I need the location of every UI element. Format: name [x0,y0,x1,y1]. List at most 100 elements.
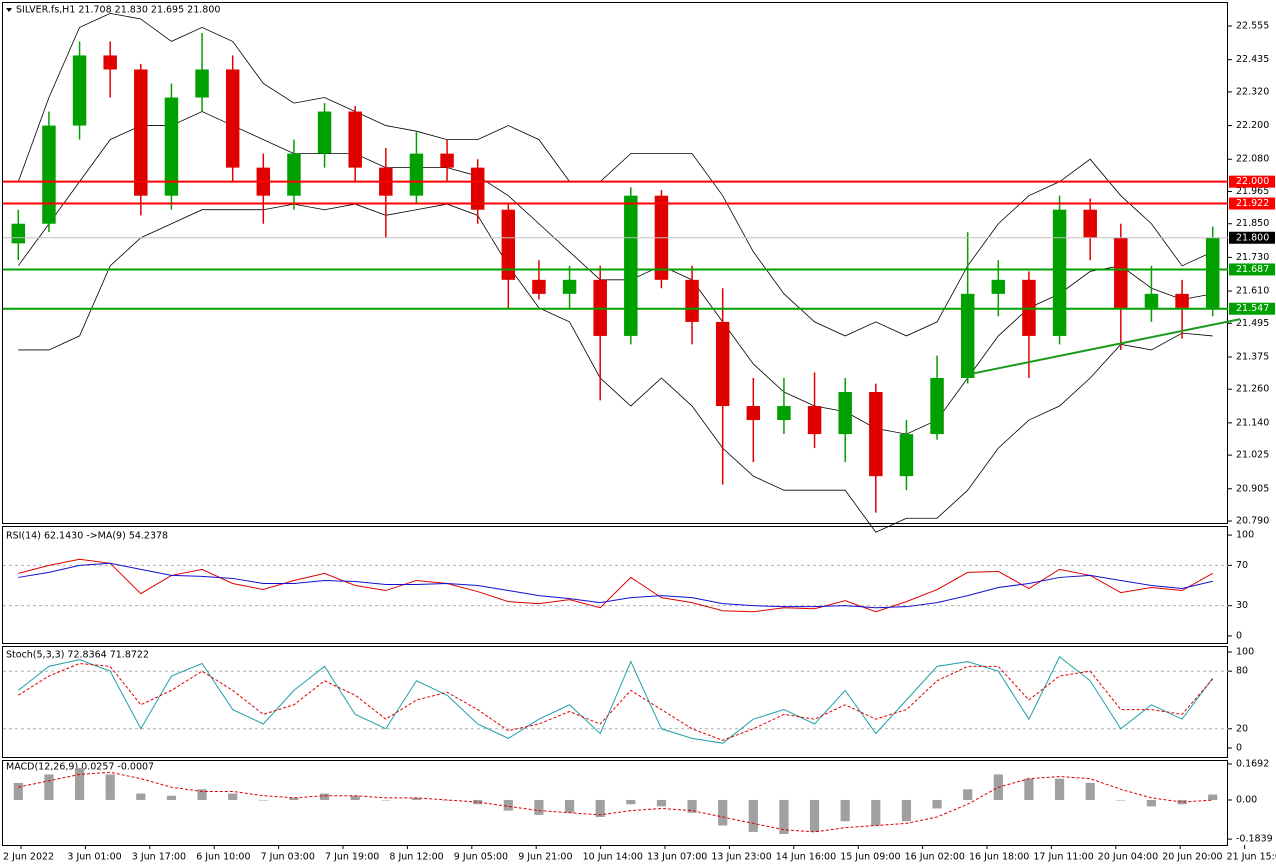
y-tick-label: 20 [1236,723,1248,734]
level-box [1229,175,1275,188]
stoch-panel [2,646,1228,758]
histogram-bar [564,799,575,813]
candle-body [1114,237,1128,308]
level-box [1229,263,1275,276]
candle-body [991,279,1006,294]
x-tick-label: 16 Jun 02:00 [905,852,965,863]
symbol-header: SILVER.fs,H1 21.708 21.830 21.695 21.800 [16,5,220,16]
trendline [964,318,1241,377]
histogram-bar [1208,794,1218,800]
x-tick-label: 8 Jun 12:00 [389,852,443,863]
histogram-bar [656,799,667,807]
level-label: 21.687 [1236,264,1269,275]
histogram-bar [1146,799,1157,807]
histogram-bar [197,789,207,800]
x-tick-label: 9 Jun 21:00 [518,852,572,863]
histogram-bar [626,799,636,805]
x-tick-label: 3 Jun 01:00 [67,852,121,863]
histogram-bar [350,795,360,800]
histogram-bar [748,799,758,832]
y-tick-label: 0.1692 [1236,758,1269,769]
histogram-bar [1177,799,1187,805]
y-tick-label: 0.00 [1236,794,1257,805]
candle-body [899,434,914,477]
x-tick-label: 3 Jun 17:00 [132,852,186,863]
y-tick-label: 30 [1236,600,1248,611]
indicator-line [18,562,1213,609]
histogram-bar [595,799,605,817]
histogram-bar [1085,782,1095,800]
y-tick-label: 100 [1236,646,1254,657]
histogram-bar [718,799,728,826]
y-tick-label: 21.260 [1236,384,1269,395]
candle-body [746,406,761,421]
y-tick-label: 22.080 [1236,154,1269,165]
candle-body [225,69,240,168]
y-tick-label: 21.850 [1236,218,1269,229]
candle-body [72,55,87,126]
histogram-bar [258,799,268,801]
histogram-bar [473,799,483,805]
y-tick-label: 20.790 [1236,516,1269,527]
histogram-bar [228,793,238,800]
y-tick-label: 70 [1236,560,1248,571]
candle-body [470,167,485,210]
candle-body [1083,209,1097,238]
candle-body [838,392,852,435]
candle-body [930,377,944,435]
histogram-bar [166,795,177,800]
histogram-bar [13,782,23,800]
x-tick-label: 9 Jun 05:00 [454,852,508,863]
x-tick-label: 2 Jun 2022 [3,852,54,863]
candle-body [1052,209,1067,336]
macd-title: MACD(12,26,9) 0.0257 -0.0007 [6,762,154,773]
level-label: 22.000 [1236,176,1269,187]
histogram-bar [136,793,146,800]
last-price-box [1229,231,1275,244]
y-tick-label: 21.965 [1236,186,1269,197]
x-tick-label: 20 Jun 04:00 [1098,852,1158,863]
candle-body [164,97,179,196]
histogram-bar [44,774,54,800]
candle-body [287,153,301,196]
histogram-bar [1116,799,1126,801]
histogram-bar [932,799,942,809]
histogram-bar [411,797,422,800]
y-tick-label: 21.495 [1236,318,1269,329]
histogram-bar [74,768,85,800]
x-tick-label: 7 Jun 03:00 [261,852,315,863]
histogram-bar [809,799,820,832]
histogram-bar [381,799,391,801]
candle-body [685,279,699,322]
candle-body [562,279,577,294]
candle-body [440,153,454,168]
last-price-label: 21.800 [1236,232,1269,243]
candle-body [11,223,26,244]
level-box [1229,302,1275,315]
histogram-bar [840,799,850,822]
y-tick-label: 22.320 [1236,86,1269,97]
bollinger-middle [17,111,1213,435]
macd-panel [2,760,1228,846]
x-tick-label: 14 Jun 16:00 [776,852,836,863]
bollinger-lower [18,203,1213,533]
x-tick-label: 15 Jun 09:00 [840,852,900,863]
rsi-title: RSI(14) 62.1430 ->MA(9) 54.2378 [6,531,168,542]
rsi-panel [2,526,1228,644]
menu-triangle[interactable] [6,8,12,12]
candle-body [1175,293,1189,308]
x-tick-label: 17 Jun 11:00 [1033,852,1093,863]
histogram-bar [319,793,330,800]
main-panel [2,2,1228,524]
x-tick-label: 10 Jun 14:00 [583,852,643,863]
x-tick-label: 13 Jun 07:00 [647,852,707,863]
candle-body [103,55,117,70]
level-label: 21.922 [1236,198,1269,209]
x-tick-label: 21 Jun 15:00 [1227,852,1276,863]
histogram-bar [687,799,697,813]
candle-body [624,195,638,336]
y-tick-label: 20.905 [1236,483,1269,494]
y-tick-label: 22.200 [1236,120,1269,131]
